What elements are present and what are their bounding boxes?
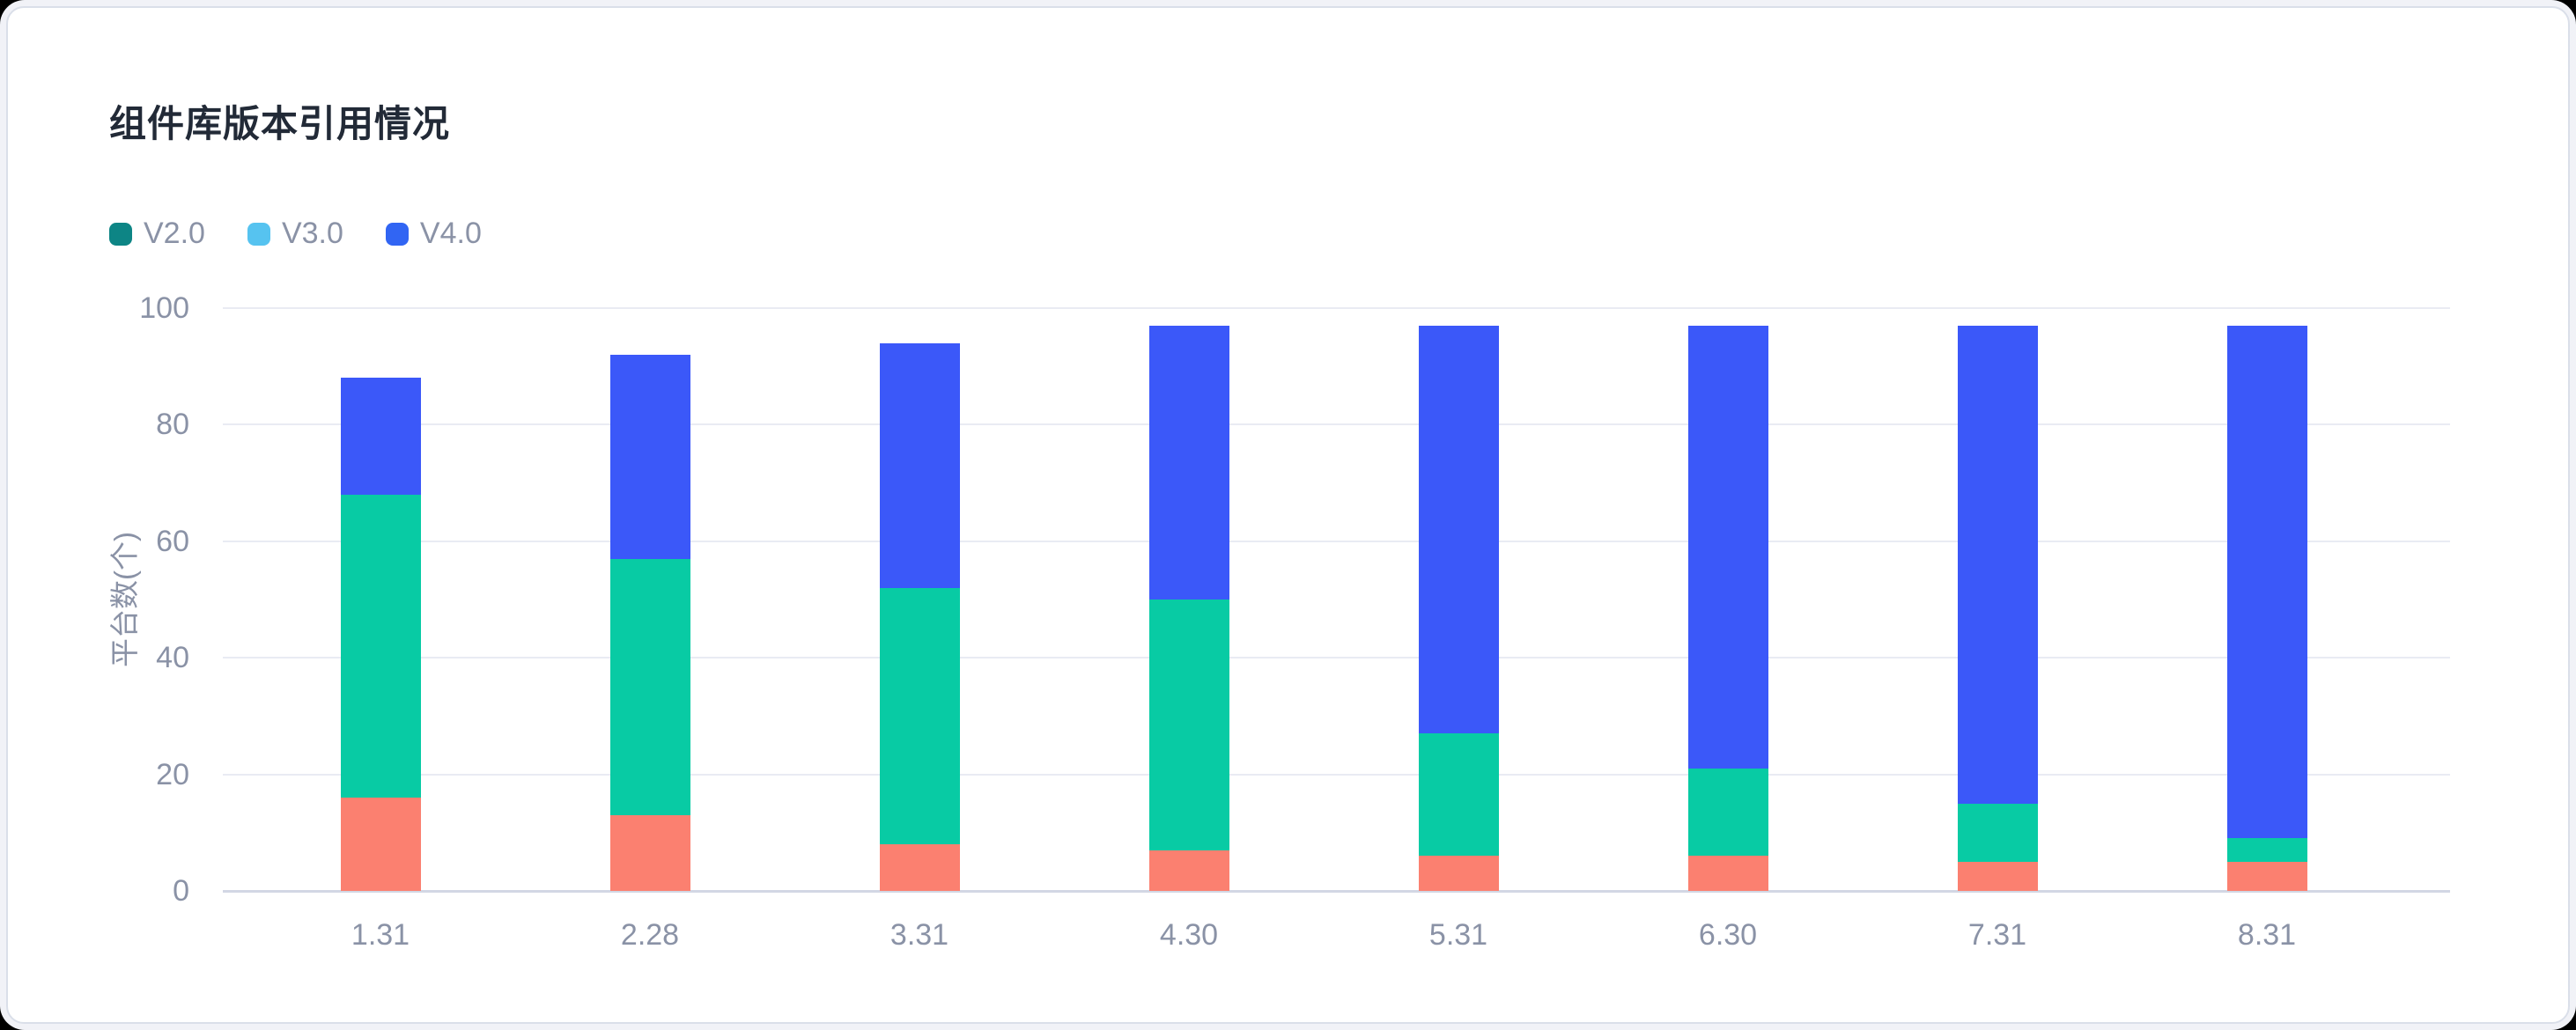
legend-item-V3.0[interactable]: V3.0 xyxy=(247,217,343,251)
y-gridline xyxy=(223,307,2450,309)
y-tick-label: 100 xyxy=(139,291,189,325)
y-tick-label: 60 xyxy=(156,524,189,558)
chart-title: 组件库版本引用情况 xyxy=(109,103,451,144)
bar-segment-V3.0-6.30[interactable] xyxy=(1687,768,1768,857)
bar-segment-V2.0-7.31[interactable] xyxy=(1957,861,2038,891)
legend-label: V2.0 xyxy=(144,217,205,250)
x-tick-label: 6.30 xyxy=(1698,918,1758,952)
bar-segment-V3.0-8.31[interactable] xyxy=(2226,838,2307,862)
bar-stack-2.28 xyxy=(609,0,690,891)
bar-segment-V2.0-4.30[interactable] xyxy=(1148,850,1229,891)
y-tick-label: 80 xyxy=(156,408,189,442)
bar-segment-V3.0-2.28[interactable] xyxy=(609,558,690,815)
x-tick-label: 4.30 xyxy=(1159,918,1219,952)
x-tick-label: 1.31 xyxy=(351,918,410,952)
y-tick-label: 20 xyxy=(156,757,189,791)
bar-segment-V2.0-8.31[interactable] xyxy=(2226,861,2307,891)
bar-segment-V3.0-7.31[interactable] xyxy=(1957,803,2038,862)
legend-item-V4.0[interactable]: V4.0 xyxy=(385,217,482,251)
y-gridline xyxy=(223,540,2450,542)
x-tick-label: 7.31 xyxy=(1967,918,2027,952)
legend-label: V3.0 xyxy=(281,217,343,250)
legend-swatch-icon xyxy=(109,222,132,246)
bar-segment-V4.0-2.28[interactable] xyxy=(609,354,690,559)
chart-card: 组件库版本引用情况 V2.0 V3.0 V4.0 xyxy=(6,6,2570,1024)
bar-segment-V2.0-2.28[interactable] xyxy=(609,814,690,891)
bar-stack-4.30 xyxy=(1148,0,1229,891)
y-gridline xyxy=(223,657,2450,659)
bar-segment-V3.0-4.30[interactable] xyxy=(1148,600,1229,850)
bar-segment-V4.0-4.30[interactable] xyxy=(1148,325,1229,600)
x-tick-label: 5.31 xyxy=(1428,918,1488,952)
bar-segment-V3.0-5.31[interactable] xyxy=(1418,733,1499,857)
x-tick-label: 2.28 xyxy=(620,918,680,952)
legend-item-V2.0[interactable]: V2.0 xyxy=(109,217,205,251)
x-axis-line xyxy=(223,889,2450,893)
bar-segment-V4.0-3.31[interactable] xyxy=(879,342,960,588)
x-tick-label: 3.31 xyxy=(889,918,949,952)
legend: V2.0 V3.0 V4.0 xyxy=(109,217,482,251)
y-tick-label: 0 xyxy=(173,874,189,908)
bar-segment-V4.0-5.31[interactable] xyxy=(1418,325,1499,734)
y-gridline xyxy=(223,773,2450,776)
bar-segment-V4.0-6.30[interactable] xyxy=(1687,325,1768,769)
bar-stack-7.31 xyxy=(1957,0,2038,891)
bar-stack-1.31 xyxy=(340,0,421,891)
legend-label: V4.0 xyxy=(419,217,482,250)
bar-segment-V2.0-3.31[interactable] xyxy=(879,844,960,891)
legend-swatch-icon xyxy=(385,222,409,246)
bar-stack-8.31 xyxy=(2226,0,2307,891)
bar-segment-V4.0-1.31[interactable] xyxy=(340,378,421,495)
bar-segment-V3.0-1.31[interactable] xyxy=(340,494,421,798)
x-tick-label: 8.31 xyxy=(2237,918,2297,952)
bar-segment-V3.0-3.31[interactable] xyxy=(879,587,960,845)
y-gridline xyxy=(223,423,2450,426)
bar-segment-V4.0-8.31[interactable] xyxy=(2226,325,2307,839)
bar-segment-V2.0-6.30[interactable] xyxy=(1687,856,1768,891)
bar-segment-V4.0-7.31[interactable] xyxy=(1957,325,2038,804)
bar-segment-V2.0-1.31[interactable] xyxy=(340,798,421,891)
bar-stack-3.31 xyxy=(879,0,960,891)
bar-stack-5.31 xyxy=(1418,0,1499,891)
y-tick-label: 40 xyxy=(156,641,189,675)
bar-segment-V2.0-5.31[interactable] xyxy=(1418,856,1499,891)
legend-swatch-icon xyxy=(247,222,270,246)
bar-stack-6.30 xyxy=(1687,0,1768,891)
